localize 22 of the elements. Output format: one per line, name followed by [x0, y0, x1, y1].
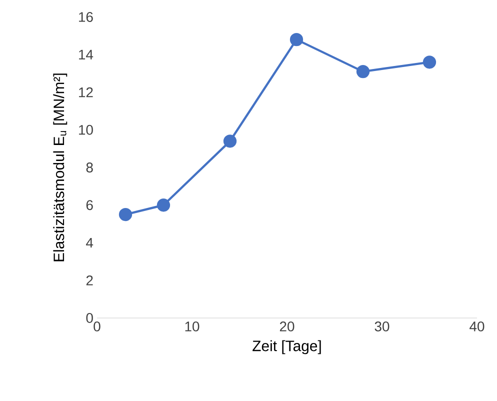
y-tick-label: 12 — [79, 87, 93, 98]
y-tick-label: 16 — [79, 12, 93, 22]
point — [156, 198, 170, 212]
x-tick-label: 20 — [280, 322, 294, 332]
y-tick-label: 4 — [86, 238, 94, 248]
point — [118, 208, 132, 222]
y-tick-label: 0 — [86, 313, 93, 323]
y-axis-title: Elastizitätsmodul E$_{u}$ [MN/m²] — [53, 74, 68, 262]
point — [422, 56, 436, 69]
x-tick-label: 10 — [185, 322, 200, 332]
x-tick-label: 0 — [94, 322, 100, 332]
x-axis-title: Zeit [Tage] — [252, 340, 321, 354]
point — [356, 64, 370, 78]
y-tick-label: 10 — [79, 124, 93, 135]
y-tick-label: 2 — [86, 275, 93, 286]
x-tick-label: 30 — [374, 322, 390, 332]
y-tick-label: 14 — [79, 50, 94, 60]
y-tick-label: 8 — [86, 162, 93, 172]
point — [290, 33, 304, 46]
y-tick-label: 6 — [86, 200, 93, 210]
point — [223, 134, 237, 148]
x-tick-label: 40 — [470, 322, 484, 332]
